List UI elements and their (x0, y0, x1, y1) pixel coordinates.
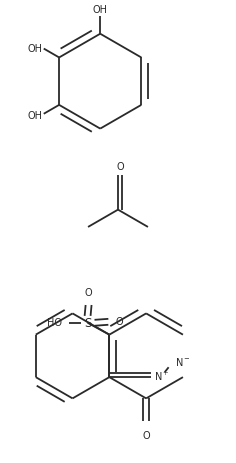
Text: O: O (142, 430, 150, 440)
Text: OH: OH (27, 44, 42, 53)
Text: O: O (115, 316, 123, 326)
Text: S: S (84, 317, 91, 330)
Text: OH: OH (93, 5, 108, 15)
Text: HO: HO (47, 317, 62, 327)
Text: OH: OH (27, 111, 42, 120)
Text: O: O (85, 288, 93, 297)
Text: N$^-$: N$^-$ (175, 356, 190, 368)
Text: O: O (116, 162, 124, 172)
Text: N$^+$: N$^+$ (154, 369, 169, 382)
